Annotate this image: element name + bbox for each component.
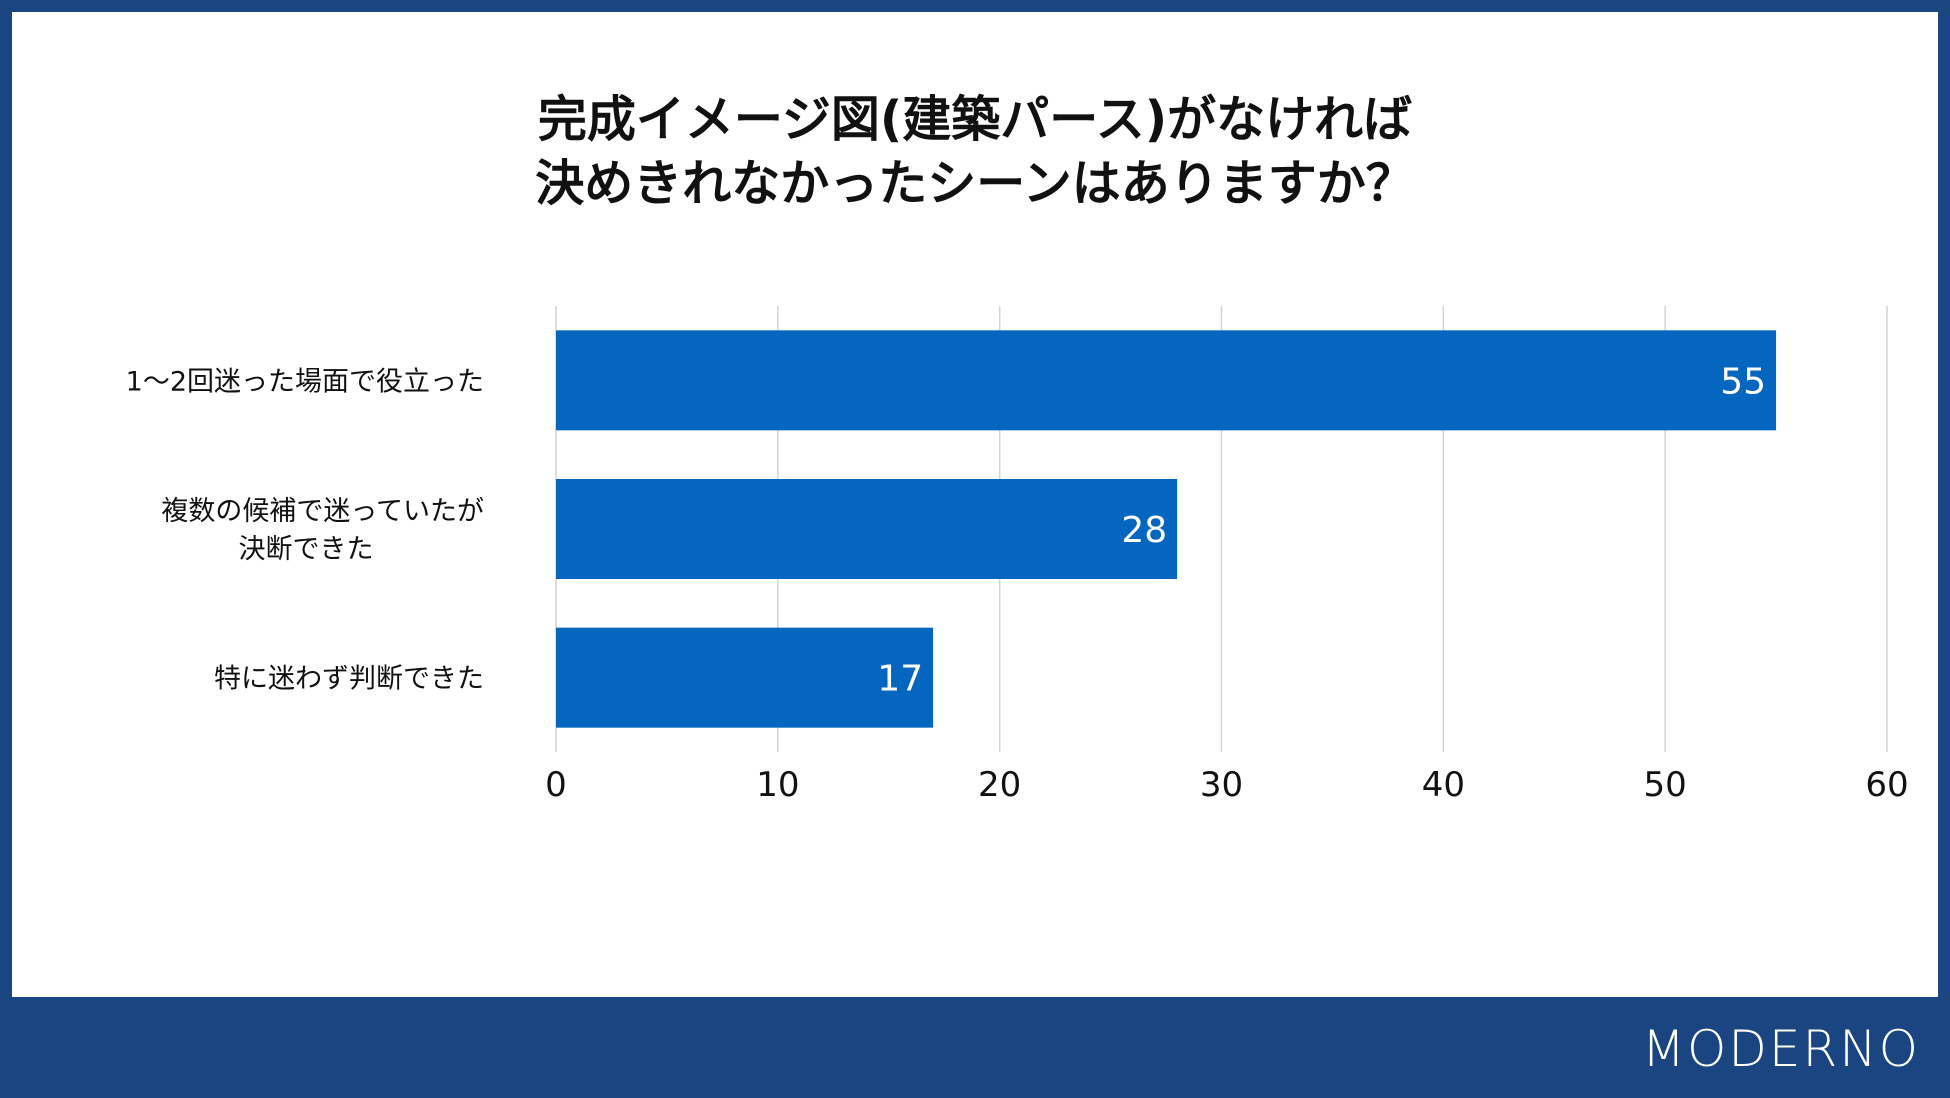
bar-value-label: 28 [1121,510,1167,551]
x-tick-label: 20 [978,765,1021,805]
x-tick-label: 60 [1865,765,1908,805]
category-label: 1〜2回迷った場面で役立った [126,366,484,397]
x-tick-label: 50 [1644,765,1687,805]
category-label: 決断できた [239,534,374,565]
bar [556,627,934,728]
brand-logo: MODERNO [1641,1020,1920,1078]
bar-value-label: 17 [877,659,923,700]
category-label: 複数の候補で迷っていたが [161,496,484,527]
x-tick-label: 30 [1200,765,1243,805]
chart-title: 完成イメージ図(建築パース)がなければ 決めきれなかったシーンはありますか？ [0,88,1950,216]
bar [556,479,1178,579]
x-axis-tick-labels: 0 10 20 30 40 50 60 [545,765,1908,805]
title-line-1: 完成イメージ図(建築パース)がなければ [537,91,1413,148]
category-label: 特に迷わず判断できた [214,664,484,695]
bar-value-label: 55 [1720,361,1766,402]
x-tick-label: 40 [1422,765,1465,805]
x-tick-label: 10 [756,765,799,805]
x-tick-label: 0 [545,765,567,805]
bars: 55 28 17 [556,330,1777,728]
footer-bar [0,997,1950,1098]
bar [556,330,1777,431]
category-labels: 1〜2回迷った場面で役立った複数の候補で迷っていたが決断できた特に迷わず判断でき… [126,366,484,694]
title-line-2: 決めきれなかったシーンはありますか？ [535,155,1415,212]
bar-chart: 55 28 17 1〜2回迷った場面で役立った複数の候補で迷っていたが決断できた特に… [126,306,1909,805]
